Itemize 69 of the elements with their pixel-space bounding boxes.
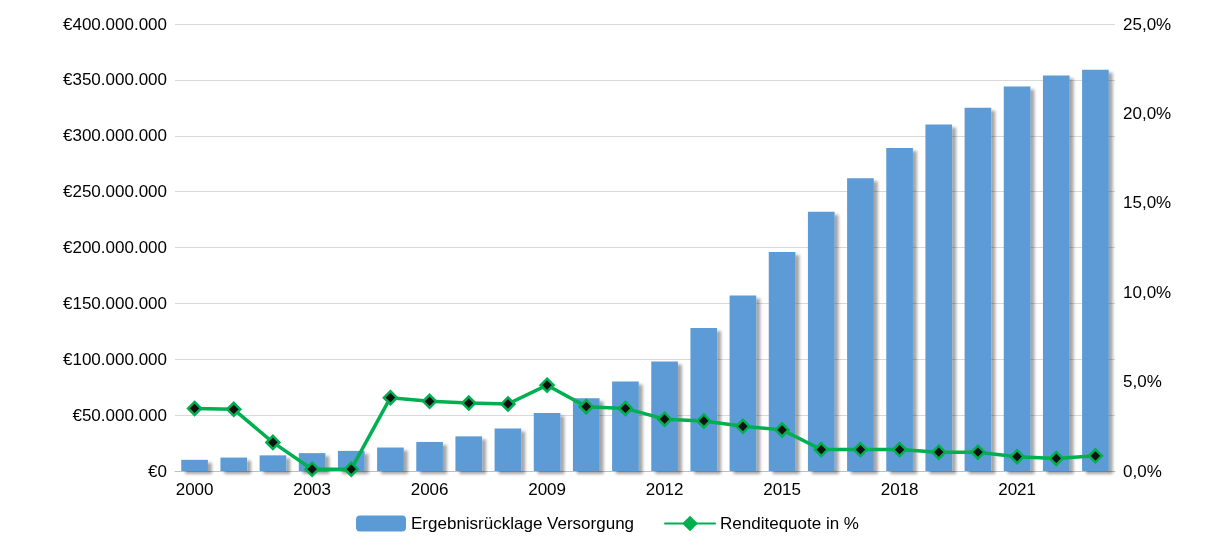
- y-tick-label: €250.000.000: [63, 182, 167, 202]
- point: [421, 393, 438, 410]
- bar: [416, 441, 443, 471]
- bar: [259, 455, 287, 471]
- x-tick-label: 2003: [293, 480, 331, 499]
- point: [656, 411, 673, 427]
- point: [970, 444, 986, 460]
- y2-tick-label: 25,0%: [1123, 14, 1172, 34]
- bar: [455, 436, 483, 471]
- y-tick-label: €0: [148, 461, 167, 481]
- bar: [925, 124, 953, 471]
- bar: [1003, 86, 1031, 471]
- y-tick-label: €200.000.000: [63, 238, 167, 257]
- y2-tick-label: 0,0%: [1123, 461, 1162, 481]
- point: [461, 395, 477, 411]
- bar: [729, 295, 757, 471]
- point: [1048, 450, 1064, 467]
- bar: [807, 211, 835, 471]
- x-tick-label: 2009: [528, 480, 566, 499]
- x-tick-label: 2015: [763, 480, 801, 499]
- x-tick-label: 2000: [175, 480, 214, 499]
- bar: [533, 412, 561, 471]
- point: [852, 441, 869, 458]
- point: [539, 377, 555, 393]
- bar: [847, 178, 874, 471]
- point: [1009, 448, 1025, 465]
- y-tick-label: €50.000.000: [72, 405, 167, 425]
- y-tick-label: €100.000.000: [63, 349, 167, 369]
- bar: [690, 327, 718, 471]
- bar: [494, 428, 522, 471]
- point: [774, 422, 790, 438]
- bar: [612, 381, 639, 471]
- bar: [181, 459, 208, 471]
- legend-label: Renditequote in %: [720, 514, 859, 533]
- point: [696, 413, 712, 429]
- x-tick-label: 2021: [998, 480, 1036, 499]
- point: [343, 461, 359, 477]
- point: [578, 398, 594, 415]
- bar: [377, 447, 404, 471]
- point: [186, 400, 203, 417]
- y2-tick-label: 20,0%: [1123, 103, 1172, 123]
- y-tick-label: €350.000.000: [63, 70, 167, 90]
- point: [931, 444, 947, 460]
- point: [735, 418, 751, 435]
- y-tick-label: €300.000.000: [63, 126, 167, 146]
- point: [226, 401, 242, 418]
- x-tick-label: 2012: [645, 480, 684, 499]
- bar: [964, 107, 992, 471]
- y2-tick-label: 10,0%: [1123, 282, 1172, 302]
- point: [891, 441, 908, 458]
- y-tick-label: €150.000.000: [63, 293, 167, 313]
- bar: [1082, 69, 1109, 471]
- point: [617, 400, 634, 417]
- point: [382, 389, 399, 406]
- y-tick-label: €400.000.000: [63, 14, 167, 34]
- point: [265, 434, 281, 451]
- bar: [1042, 75, 1070, 471]
- point: [1087, 448, 1104, 464]
- x-tick-label: 2006: [410, 480, 449, 499]
- point: [500, 396, 516, 412]
- bar: [886, 148, 913, 471]
- y2-tick-label: 5,0%: [1123, 372, 1162, 392]
- x-tick-label: 2018: [880, 480, 919, 499]
- bar: [220, 457, 248, 471]
- y2-tick-label: 15,0%: [1123, 193, 1172, 213]
- point: [813, 441, 829, 458]
- bar: [651, 361, 678, 471]
- bar: [768, 251, 796, 471]
- legend-label: Ergebnisrücklage Versorgung: [411, 514, 635, 533]
